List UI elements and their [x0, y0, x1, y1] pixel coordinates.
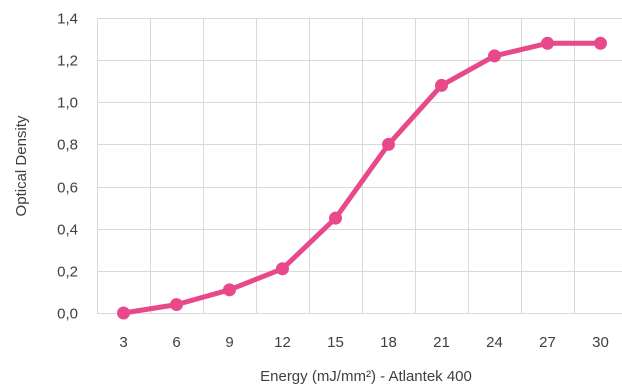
x-tick-label: 12 — [274, 334, 291, 351]
x-tick-label: 6 — [172, 334, 180, 351]
data-point — [329, 211, 342, 225]
x-tick-label: 27 — [539, 334, 556, 351]
data-point — [594, 36, 607, 50]
x-axis-ticks: 3 6 9 12 15 18 21 24 27 30 — [119, 334, 609, 351]
x-tick-label: 15 — [327, 334, 344, 351]
y-tick-label: 0,4 — [57, 222, 78, 239]
x-tick-label: 3 — [119, 334, 127, 351]
x-axis-title: Energy (mJ/mm²) - Atlantek 400 — [260, 368, 472, 385]
y-tick-label: 1,4 — [57, 11, 78, 28]
data-point — [541, 36, 554, 50]
x-tick-label: 30 — [592, 334, 609, 351]
x-tick-label: 21 — [433, 334, 450, 351]
x-tick-label: 9 — [225, 334, 233, 351]
y-tick-label: 1,2 — [57, 53, 78, 70]
y-tick-label: 0,0 — [57, 306, 78, 323]
data-point — [223, 283, 236, 297]
x-tick-label: 24 — [486, 334, 503, 351]
y-tick-label: 0,6 — [57, 180, 78, 197]
data-point — [170, 298, 183, 312]
y-tick-label: 1,0 — [57, 95, 78, 112]
x-tick-label: 18 — [380, 334, 397, 351]
series-line — [121, 40, 603, 316]
y-tick-label: 0,2 — [57, 264, 78, 281]
grid — [97, 18, 622, 314]
data-point — [276, 262, 289, 276]
y-tick-label: 0,8 — [57, 137, 78, 154]
data-point — [488, 49, 501, 63]
data-point — [117, 306, 130, 320]
y-axis-title: Optical Density — [13, 115, 30, 216]
y-axis-ticks: 0,0 0,2 0,4 0,6 0,8 1,0 1,2 1,4 — [57, 11, 78, 323]
data-point — [435, 78, 448, 92]
data-point — [382, 137, 395, 151]
series — [117, 36, 607, 320]
